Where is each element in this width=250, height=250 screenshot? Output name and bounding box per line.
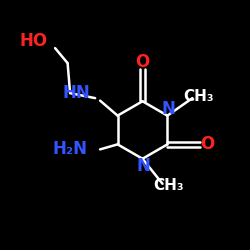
Text: N: N bbox=[136, 157, 150, 175]
Text: HO: HO bbox=[20, 32, 48, 50]
Text: H₂N: H₂N bbox=[52, 140, 87, 158]
Text: HN: HN bbox=[63, 84, 90, 102]
Text: CH₃: CH₃ bbox=[154, 178, 184, 192]
Text: O: O bbox=[200, 136, 214, 153]
Text: CH₃: CH₃ bbox=[183, 89, 214, 104]
Text: O: O bbox=[136, 53, 149, 71]
Text: N: N bbox=[162, 100, 175, 118]
